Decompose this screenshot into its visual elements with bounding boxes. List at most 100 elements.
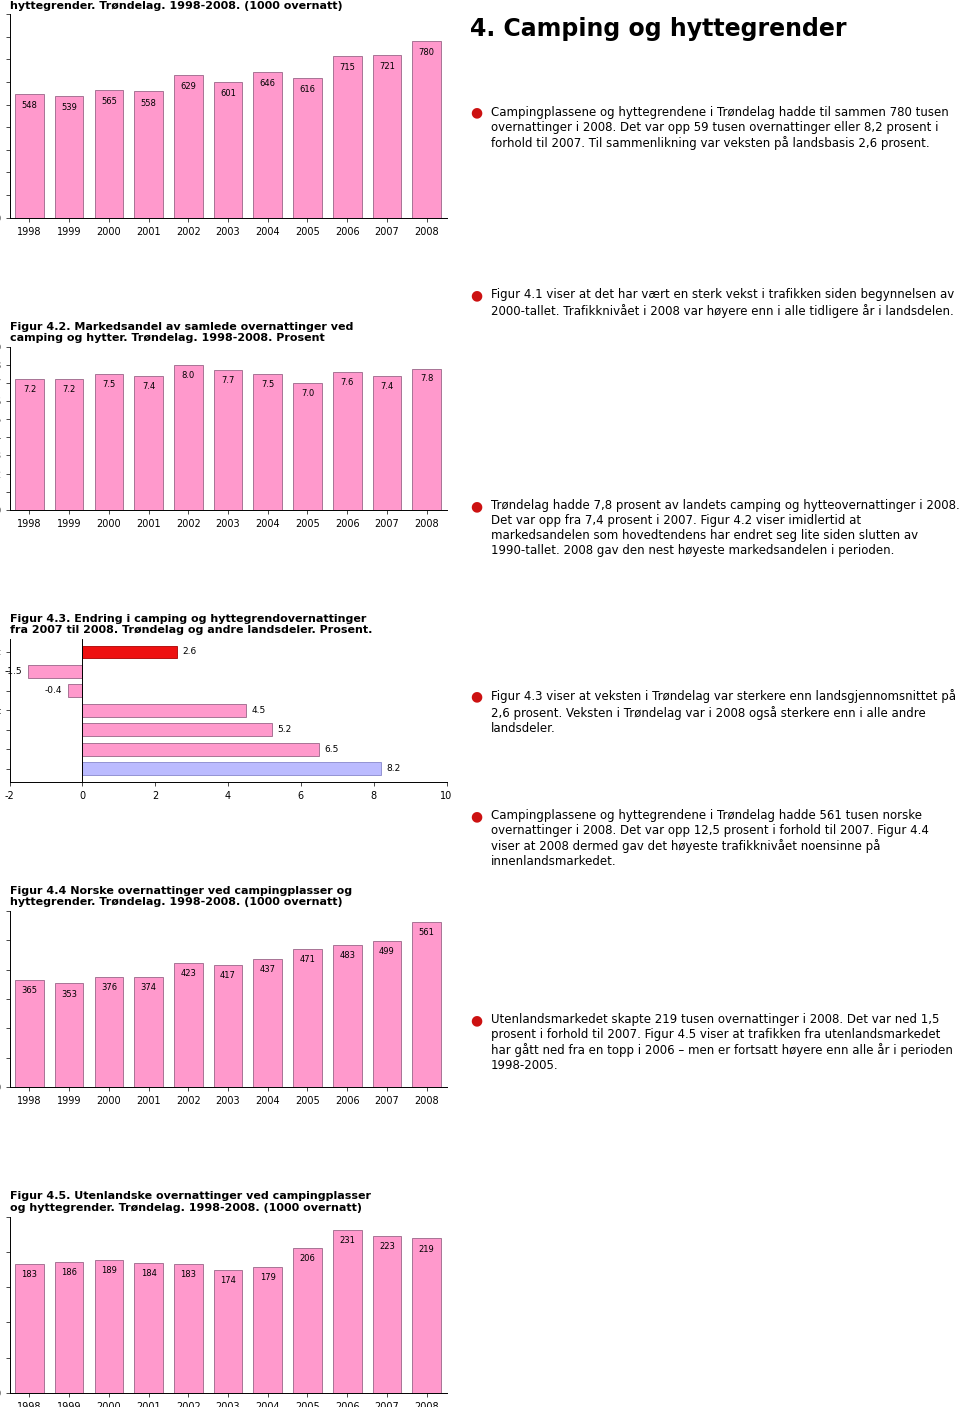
Text: 376: 376: [101, 983, 117, 992]
Bar: [83, 723, 272, 736]
Text: 548: 548: [21, 101, 37, 110]
Text: 7.4: 7.4: [142, 381, 156, 391]
Bar: [15, 1263, 44, 1393]
Text: Figur 4.1 viser at det har vært en sterk vekst i trafikken siden begynnelsen av : Figur 4.1 viser at det har vært en sterk…: [491, 288, 954, 318]
Bar: [333, 373, 362, 509]
Text: 629: 629: [180, 83, 196, 91]
Bar: [55, 1262, 84, 1393]
Text: 7.2: 7.2: [23, 386, 36, 394]
Text: 374: 374: [140, 983, 156, 992]
Bar: [293, 948, 322, 1088]
Text: Campingplassene og hyttegrendene i Trøndelag hadde til sammen 780 tusen overnatt: Campingplassene og hyttegrendene i Trønd…: [491, 106, 948, 149]
Bar: [253, 958, 282, 1088]
Bar: [413, 369, 441, 509]
Bar: [83, 763, 381, 775]
Text: 2.6: 2.6: [182, 647, 197, 656]
Text: 601: 601: [220, 89, 236, 98]
Bar: [174, 76, 203, 218]
Text: 437: 437: [260, 965, 276, 974]
Text: 206: 206: [300, 1254, 316, 1262]
Bar: [134, 376, 163, 509]
Bar: [413, 1238, 441, 1393]
Bar: [55, 96, 84, 218]
Bar: [174, 962, 203, 1088]
Bar: [134, 1263, 163, 1393]
Bar: [372, 940, 401, 1088]
Bar: [413, 922, 441, 1088]
Text: ●: ●: [469, 809, 482, 823]
Text: Trøndelag hadde 7,8 prosent av landets camping og hytteovernattinger i 2008. Det: Trøndelag hadde 7,8 prosent av landets c…: [491, 499, 960, 557]
Text: 223: 223: [379, 1242, 395, 1251]
Text: 7.7: 7.7: [222, 376, 235, 386]
Bar: [68, 684, 83, 696]
Text: 183: 183: [21, 1271, 37, 1279]
Bar: [28, 666, 83, 678]
Bar: [95, 976, 123, 1088]
Bar: [372, 55, 401, 218]
Bar: [95, 374, 123, 509]
Bar: [83, 646, 177, 658]
Bar: [293, 1248, 322, 1393]
Text: 483: 483: [339, 951, 355, 961]
Text: 7.4: 7.4: [380, 381, 394, 391]
Bar: [15, 94, 44, 218]
Bar: [333, 946, 362, 1088]
Text: 183: 183: [180, 1271, 197, 1279]
Text: 721: 721: [379, 62, 395, 70]
Text: 174: 174: [220, 1276, 236, 1286]
Bar: [333, 1230, 362, 1393]
Text: Figur 4.2. Markedsandel av samlede overnattinger ved
camping og hytter. Trøndela: Figur 4.2. Markedsandel av samlede overn…: [10, 322, 353, 343]
Text: 365: 365: [21, 986, 37, 995]
Text: 646: 646: [260, 79, 276, 87]
Text: 5.2: 5.2: [277, 725, 292, 734]
Text: 7.8: 7.8: [420, 374, 433, 383]
Text: 8.0: 8.0: [181, 370, 195, 380]
Text: 184: 184: [141, 1269, 156, 1278]
Bar: [413, 41, 441, 218]
Bar: [134, 91, 163, 218]
Text: 7.5: 7.5: [103, 380, 115, 388]
Text: ●: ●: [469, 288, 482, 303]
Text: 189: 189: [101, 1266, 117, 1275]
Text: 8.2: 8.2: [387, 764, 400, 774]
Bar: [214, 82, 242, 218]
Text: 231: 231: [339, 1237, 355, 1245]
Text: Figur 4.1. Samlede overnattinger ved campingplasser og
hyttegrender. Trøndelag. : Figur 4.1. Samlede overnattinger ved cam…: [10, 0, 366, 10]
Bar: [174, 364, 203, 509]
Bar: [214, 1271, 242, 1393]
Bar: [55, 380, 84, 509]
Text: 7.2: 7.2: [62, 386, 76, 394]
Text: 7.0: 7.0: [300, 388, 314, 398]
Text: 558: 558: [141, 98, 156, 107]
Text: 539: 539: [61, 103, 77, 111]
Text: ●: ●: [469, 689, 482, 704]
Text: 179: 179: [260, 1273, 276, 1282]
Bar: [372, 1235, 401, 1393]
Text: 417: 417: [220, 971, 236, 979]
Bar: [15, 380, 44, 509]
Text: 353: 353: [61, 989, 77, 999]
Bar: [293, 383, 322, 509]
Bar: [55, 983, 84, 1088]
Bar: [253, 1266, 282, 1393]
Text: Figur 4.5. Utenlandske overnattinger ved campingplasser
og hyttegrender. Trøndel: Figur 4.5. Utenlandske overnattinger ved…: [10, 1192, 371, 1213]
Text: ●: ●: [469, 499, 482, 514]
Text: 561: 561: [419, 929, 435, 937]
Text: ●: ●: [469, 1013, 482, 1027]
Bar: [372, 376, 401, 509]
Text: 6.5: 6.5: [324, 744, 339, 754]
Text: 616: 616: [300, 86, 316, 94]
Bar: [214, 965, 242, 1088]
Bar: [293, 79, 322, 218]
Bar: [95, 1259, 123, 1393]
Text: 219: 219: [419, 1245, 435, 1254]
Bar: [333, 56, 362, 218]
Text: 423: 423: [180, 969, 196, 978]
Bar: [253, 72, 282, 218]
Text: Utenlandsmarkedet skapte 219 tusen overnattinger i 2008. Det var ned 1,5 prosent: Utenlandsmarkedet skapte 219 tusen overn…: [491, 1013, 952, 1072]
Text: 471: 471: [300, 955, 316, 964]
Text: Campingplassene og hyttegrendene i Trøndelag hadde 561 tusen norske overnattinge: Campingplassene og hyttegrendene i Trønd…: [491, 809, 928, 868]
Text: Figur 4.3 viser at veksten i Trøndelag var sterkere enn landsgjennomsnittet på 2: Figur 4.3 viser at veksten i Trøndelag v…: [491, 689, 956, 734]
Bar: [15, 979, 44, 1088]
Bar: [134, 978, 163, 1088]
